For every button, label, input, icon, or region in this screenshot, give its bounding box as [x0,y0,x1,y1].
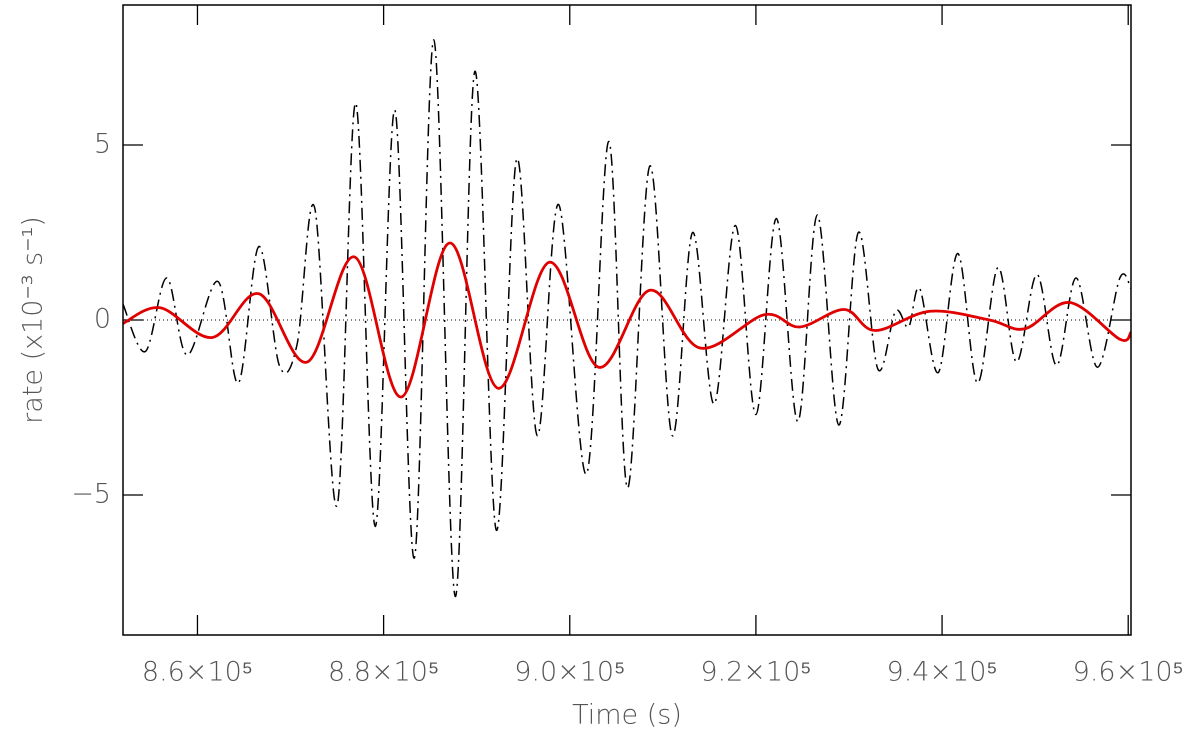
series-line [123,241,1131,399]
x-tick-label: 9.6×10⁵ [1073,657,1184,688]
series-line [123,39,1131,598]
x-axis-label: Time (s) [572,700,682,731]
y-axis-label: rate (x10⁻³ s⁻¹) [18,216,49,424]
x-tick-label: 9.2×10⁵ [700,657,811,688]
y-tick-label: 5 [94,129,111,160]
x-tick-label: 9.0×10⁵ [514,657,625,688]
y-tick-label: −5 [71,479,111,510]
y-tick-label: 0 [94,304,111,335]
x-tick-label: 9.4×10⁵ [886,657,997,688]
plot-frame [122,4,1132,636]
x-tick-label: 8.8×10⁵ [328,657,439,688]
x-tick-label: 8.6×10⁵ [142,657,253,688]
